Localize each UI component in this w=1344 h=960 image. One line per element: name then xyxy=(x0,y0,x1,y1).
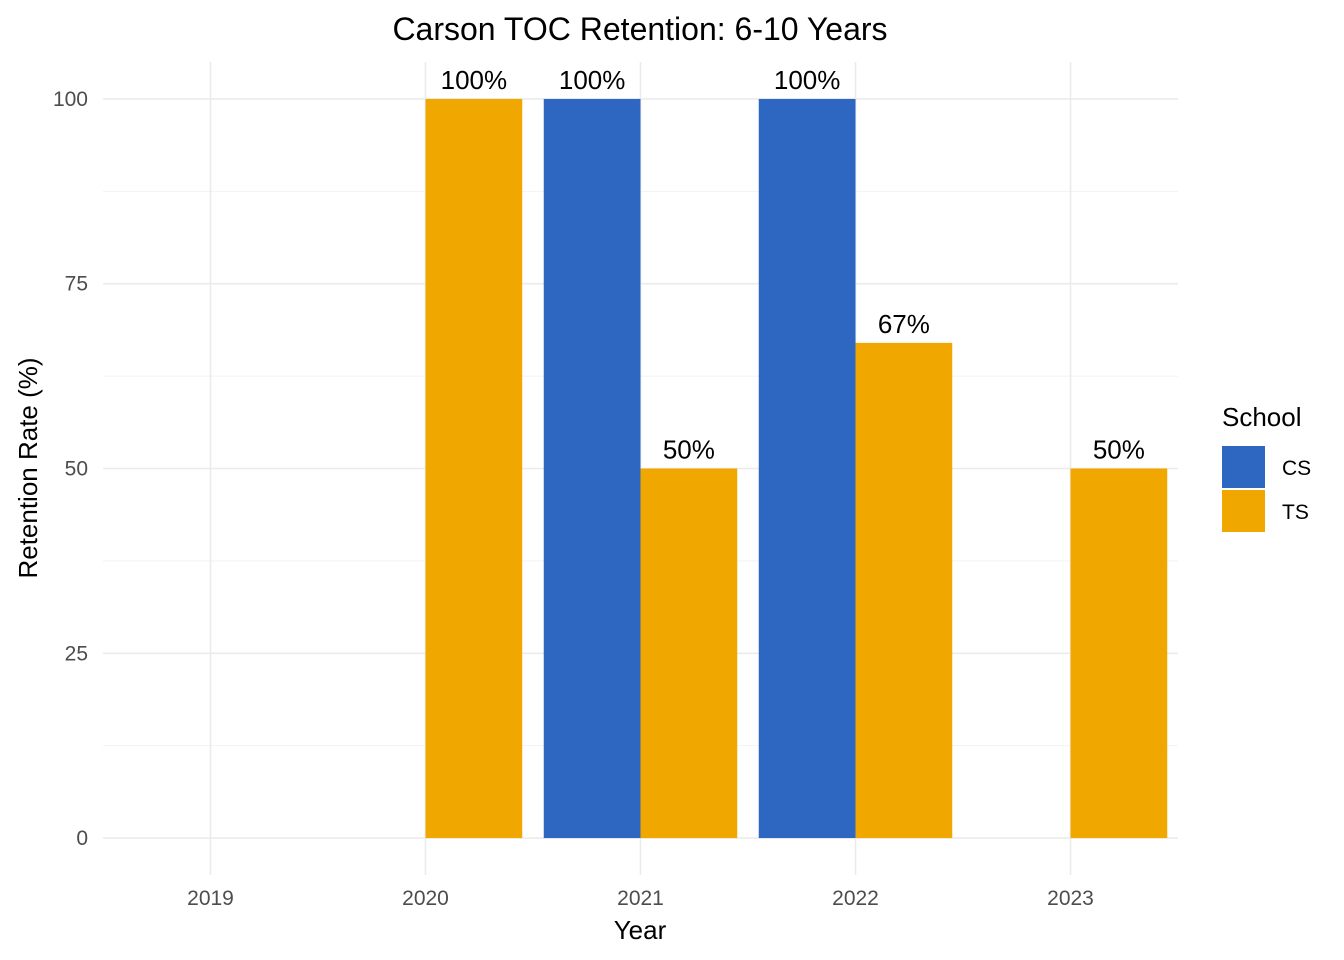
y-tick-label: 50 xyxy=(65,458,88,481)
y-tick-label: 100 xyxy=(53,88,88,111)
bars-layer xyxy=(425,98,1168,839)
data-label: 50% xyxy=(1093,435,1145,465)
bar-cs-2022 xyxy=(758,98,856,839)
bar-ts-2021 xyxy=(640,468,738,839)
legend-label-ts: TS xyxy=(1282,501,1309,524)
legend-title: School xyxy=(1222,402,1302,432)
x-tick-label: 2022 xyxy=(832,887,879,910)
data-label: 100% xyxy=(559,65,626,95)
legend-key-ts xyxy=(1222,490,1265,532)
legend: School CS TS xyxy=(1222,402,1311,532)
y-tick-label: 0 xyxy=(76,827,88,850)
bar-ts-2022 xyxy=(855,342,953,839)
ticks-layer: 0 25 50 75 100 2019 2020 2021 2022 2023 xyxy=(53,88,1094,910)
x-tick-label: 2020 xyxy=(402,887,449,910)
y-tick-label: 75 xyxy=(65,273,88,296)
x-axis-title: Year xyxy=(614,915,667,945)
y-tick-label: 25 xyxy=(65,642,88,665)
data-label: 67% xyxy=(878,309,930,339)
legend-key-cs xyxy=(1222,446,1265,488)
legend-items: CS TS xyxy=(1222,446,1311,532)
chart-title: Carson TOC Retention: 6-10 Years xyxy=(392,11,887,47)
x-tick-label: 2023 xyxy=(1047,887,1094,910)
data-label: 100% xyxy=(774,65,841,95)
legend-label-cs: CS xyxy=(1282,457,1311,480)
bar-cs-2021 xyxy=(543,98,641,839)
bar-ts-2023 xyxy=(1070,468,1168,839)
x-tick-label: 2021 xyxy=(617,887,664,910)
x-tick-label: 2019 xyxy=(187,887,234,910)
bar-ts-2020 xyxy=(425,98,523,839)
y-axis-title: Retention Rate (%) xyxy=(13,357,43,578)
data-label: 50% xyxy=(663,435,715,465)
data-labels-layer: 100% 100% 100% 50% 67% 50% xyxy=(441,65,1145,465)
data-label: 100% xyxy=(441,65,508,95)
